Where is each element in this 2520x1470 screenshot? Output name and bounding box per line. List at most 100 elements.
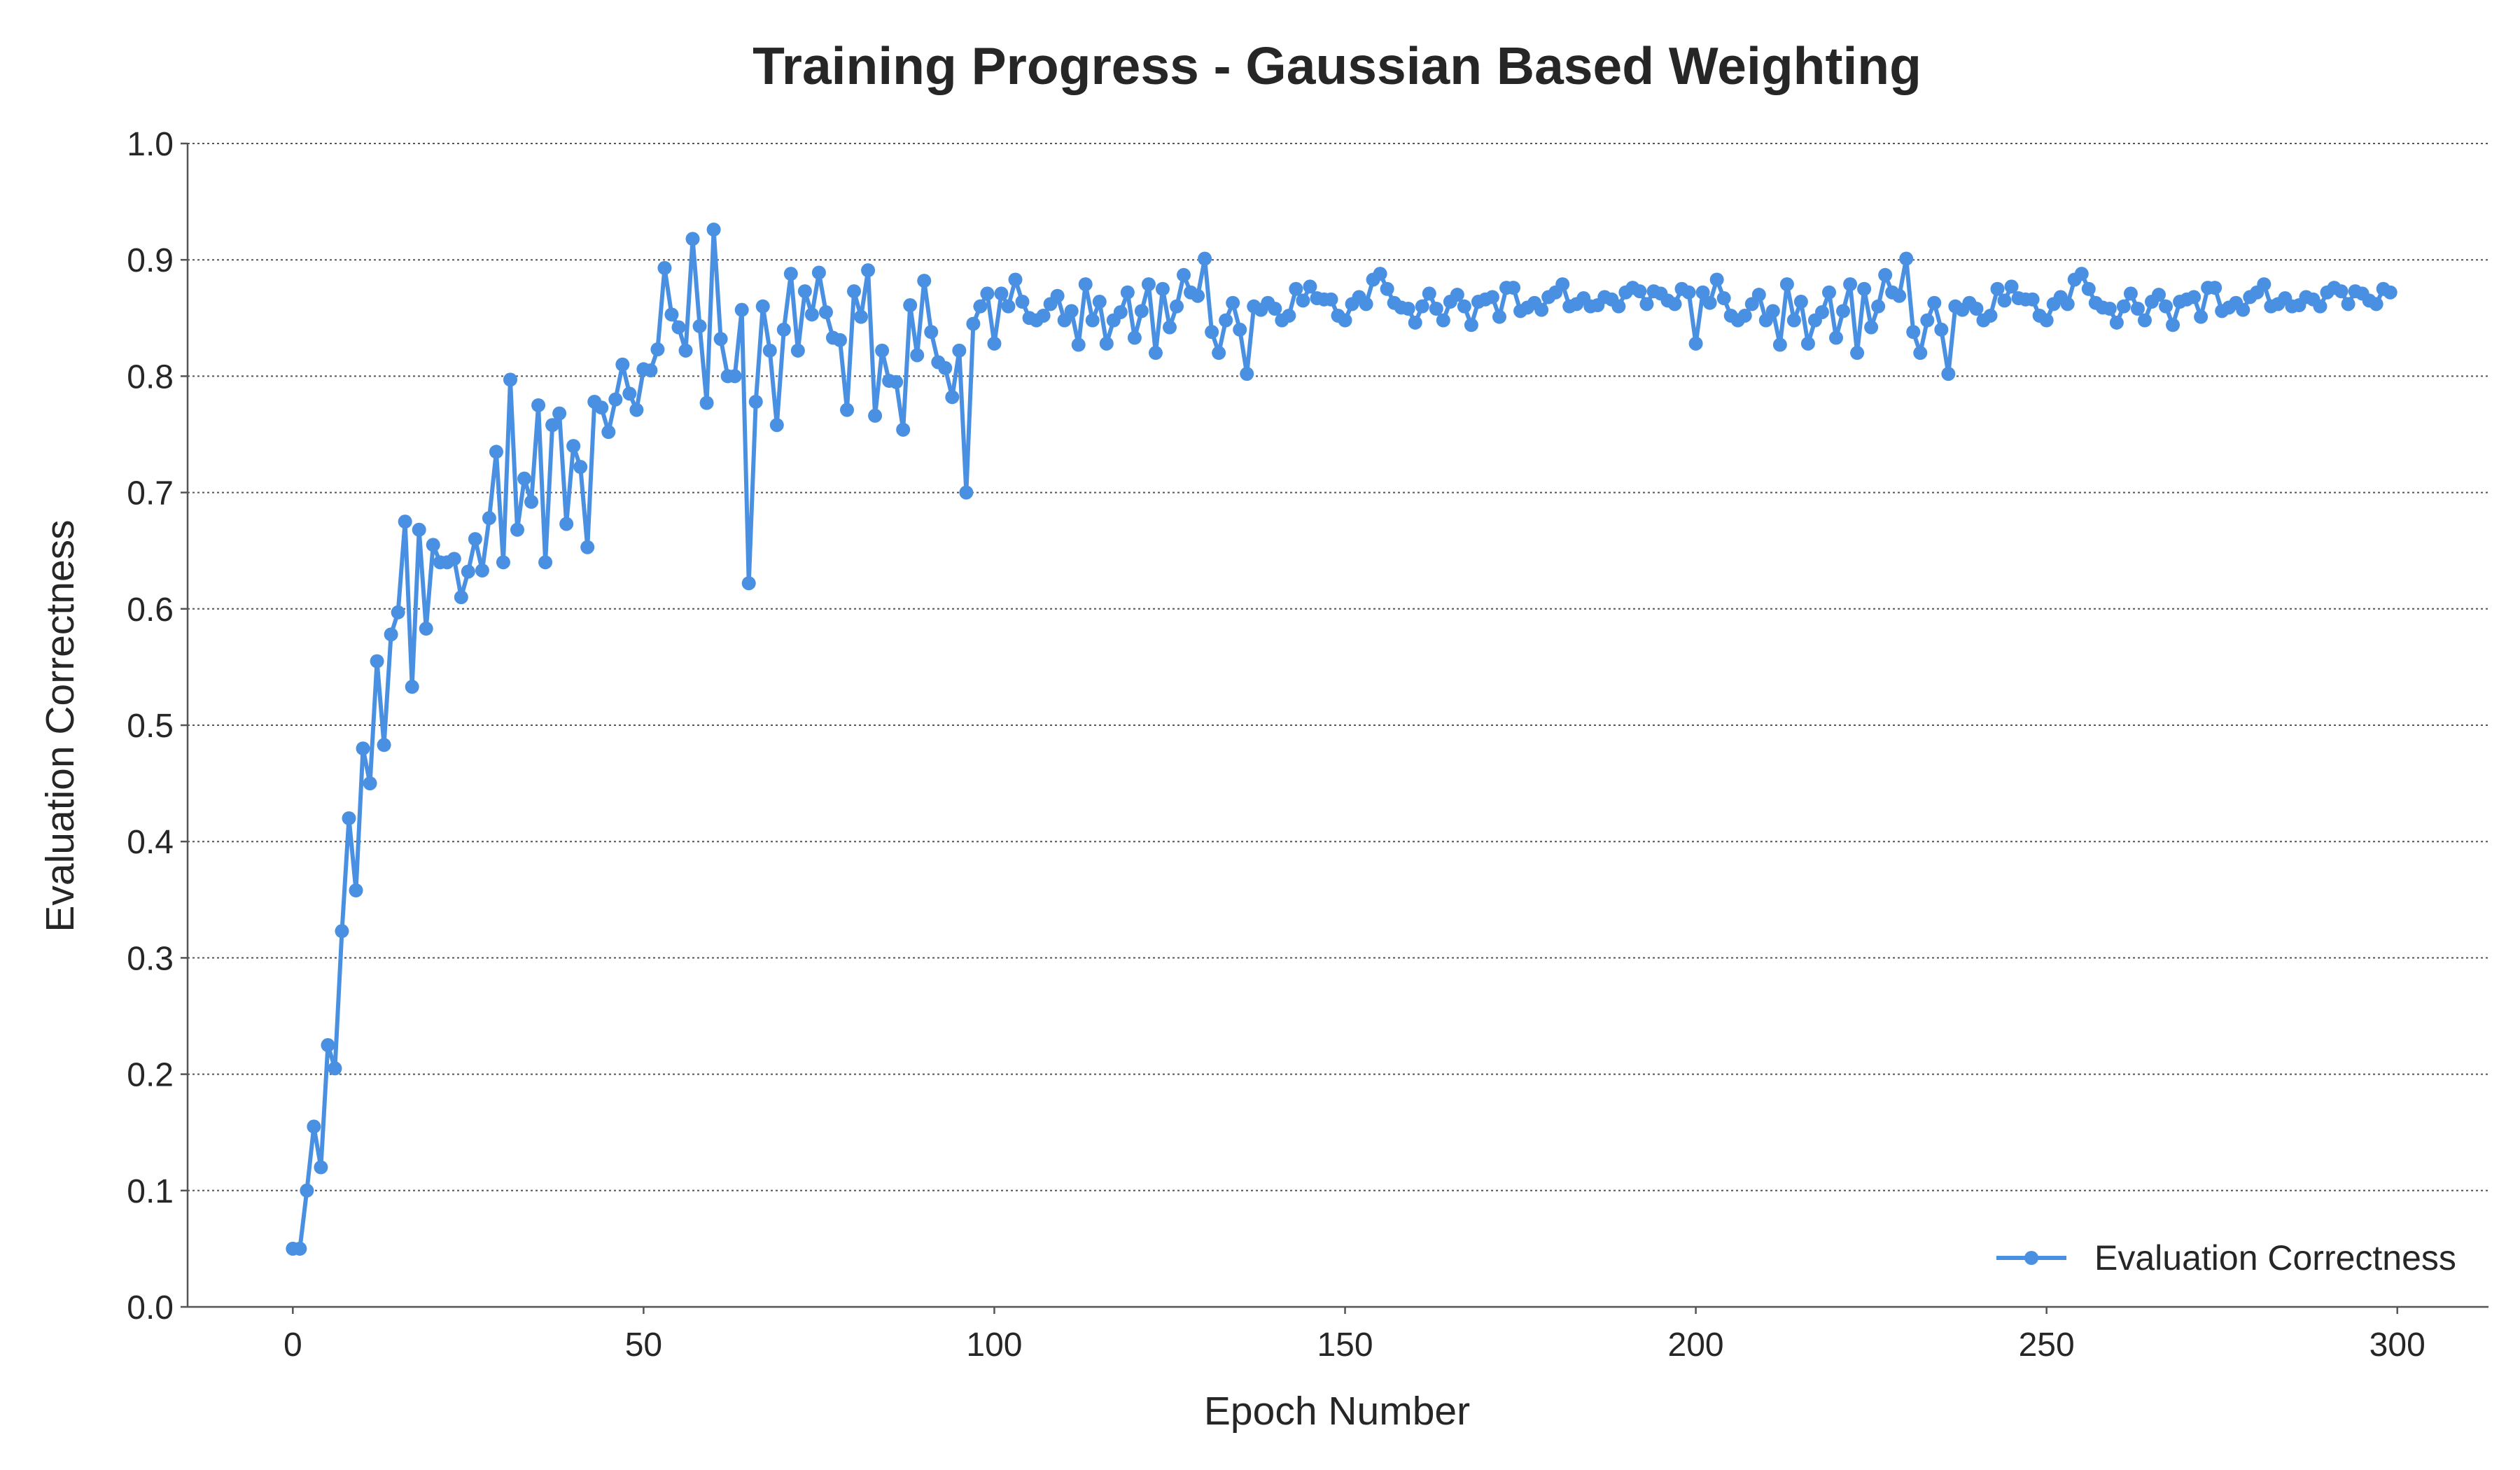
data-point	[1324, 292, 1338, 307]
data-point	[566, 439, 581, 454]
data-point	[818, 304, 833, 319]
y-tick-label: 0.8	[127, 358, 174, 396]
data-point	[903, 298, 918, 313]
data-point	[1899, 251, 1914, 266]
data-point	[699, 396, 714, 410]
data-point	[889, 374, 904, 389]
data-point	[1485, 290, 1499, 304]
data-point	[1113, 304, 1128, 319]
data-point	[1359, 297, 1373, 312]
data-point	[664, 307, 679, 322]
data-point	[2137, 313, 2152, 328]
data-point	[1289, 281, 1303, 296]
data-point	[1702, 295, 1717, 310]
data-point	[2341, 297, 2356, 312]
y-tick-label: 0.0	[127, 1289, 174, 1326]
data-point	[1373, 267, 1387, 281]
data-point	[1415, 299, 1429, 314]
data-point	[1162, 320, 1177, 335]
data-point	[517, 471, 532, 486]
data-point	[1015, 295, 1030, 309]
data-point	[1148, 346, 1163, 360]
data-point	[1085, 313, 1100, 328]
data-point	[356, 741, 370, 756]
data-point	[1233, 322, 1247, 337]
data-point	[854, 309, 869, 324]
data-point	[1268, 302, 1282, 316]
data-point	[2004, 279, 2019, 294]
data-point	[1850, 346, 1865, 360]
data-point	[1205, 325, 1219, 340]
data-point	[412, 522, 426, 537]
data-point	[482, 511, 496, 526]
data-point	[1134, 304, 1149, 318]
data-point	[685, 232, 700, 246]
data-point	[314, 1160, 328, 1175]
data-point	[1338, 313, 1352, 328]
data-point	[917, 274, 932, 288]
data-point	[1380, 281, 1394, 296]
data-point	[832, 332, 847, 347]
data-point	[405, 680, 419, 694]
y-tick-label: 0.6	[127, 592, 174, 629]
data-point	[2123, 286, 2138, 301]
x-tick-label: 200	[1668, 1326, 1724, 1364]
data-point	[461, 564, 475, 579]
data-point	[2208, 281, 2222, 295]
data-point	[335, 924, 349, 939]
data-point	[1064, 304, 1079, 318]
data-point	[1765, 304, 1780, 318]
data-point	[468, 532, 482, 547]
data-point	[531, 398, 546, 412]
data-point	[1821, 285, 1836, 300]
data-point	[896, 422, 911, 437]
y-tick-label: 0.1	[127, 1173, 174, 1210]
data-point	[924, 325, 939, 340]
data-point	[1071, 337, 1086, 352]
data-point	[2383, 285, 2398, 300]
data-point	[2334, 284, 2348, 299]
data-point	[2081, 281, 2096, 296]
data-point	[328, 1061, 342, 1076]
data-point	[1779, 277, 1794, 292]
data-point	[1240, 367, 1254, 382]
data-point	[1913, 346, 1928, 360]
data-point	[349, 883, 363, 898]
data-point	[1212, 346, 1226, 360]
data-point	[384, 627, 398, 642]
data-point	[377, 738, 391, 752]
data-point	[1177, 267, 1191, 282]
data-point	[1429, 302, 1443, 316]
data-point	[811, 265, 826, 280]
data-point	[2102, 302, 2117, 316]
data-point	[1534, 302, 1549, 317]
data-point	[671, 320, 686, 335]
data-point	[1920, 313, 1935, 328]
legend-marker-swatch	[2024, 1251, 2038, 1265]
x-tick-label: 0	[284, 1326, 302, 1364]
data-point	[594, 400, 609, 415]
data-point	[2116, 299, 2131, 314]
x-tick-label: 250	[2019, 1326, 2075, 1364]
y-tick-label: 1.0	[127, 126, 174, 163]
data-point	[847, 284, 862, 299]
data-point	[2039, 313, 2054, 328]
data-point	[1688, 336, 1703, 351]
data-point	[300, 1183, 314, 1198]
data-point	[959, 485, 974, 500]
data-point	[447, 552, 461, 566]
data-point	[1191, 288, 1205, 303]
data-point	[1829, 330, 1844, 345]
data-point	[1092, 295, 1107, 309]
x-tick-label: 50	[625, 1326, 662, 1364]
data-point	[496, 555, 510, 570]
data-point	[419, 622, 433, 636]
data-point	[1120, 285, 1135, 300]
data-point	[559, 517, 574, 531]
data-point	[1282, 308, 1296, 323]
data-point	[573, 460, 588, 475]
data-point	[1871, 299, 1886, 314]
data-point	[713, 332, 728, 346]
legend: Evaluation Correctness	[1996, 1238, 2456, 1278]
data-point	[510, 522, 525, 537]
